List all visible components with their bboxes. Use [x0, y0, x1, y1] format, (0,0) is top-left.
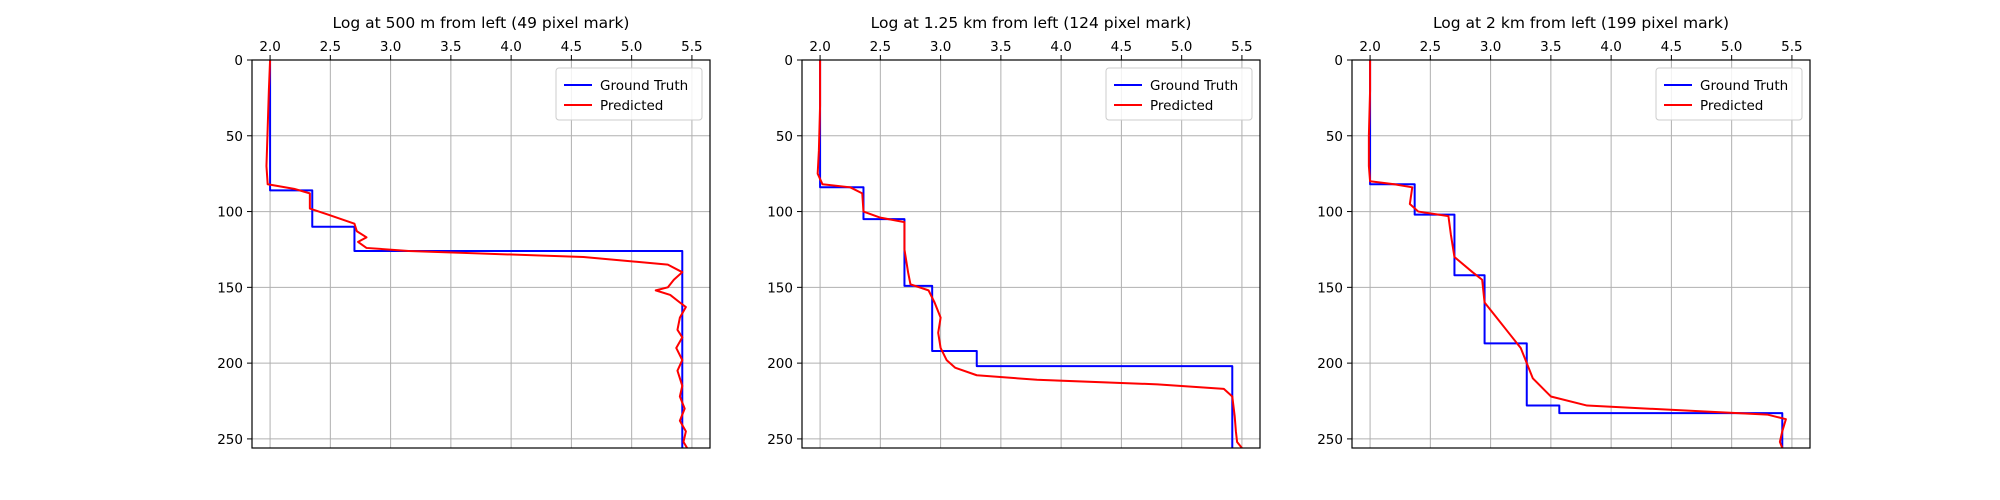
- x-tick-label: 5.0: [1721, 39, 1742, 55]
- legend-label: Ground Truth: [1150, 78, 1238, 94]
- y-tick-label: 0: [234, 53, 243, 69]
- x-tick-label: 3.0: [930, 39, 951, 55]
- legend-label: Predicted: [600, 98, 663, 114]
- series-line-predicted: [265, 60, 688, 448]
- x-tick-label: 4.0: [1600, 39, 1621, 55]
- y-tick-label: 250: [1317, 432, 1343, 448]
- chart-title: Log at 1.25 km from left (124 pixel mark…: [871, 14, 1192, 32]
- y-tick-label: 50: [226, 129, 243, 145]
- series-line-ground-truth: [1369, 60, 1784, 448]
- y-tick-label: 150: [217, 280, 243, 296]
- axes-frame: [1351, 59, 1811, 449]
- series-line-ground-truth: [269, 60, 684, 448]
- legend-label: Predicted: [1150, 98, 1213, 114]
- x-tick-label: 2.0: [809, 39, 830, 55]
- y-tick-label: 50: [1326, 129, 1343, 145]
- chart-title: Log at 500 m from left (49 pixel mark): [333, 14, 630, 32]
- y-tick-label: 200: [767, 356, 793, 372]
- y-tick-label: 250: [217, 432, 243, 448]
- legend: Ground Truth Predicted: [555, 67, 703, 121]
- legend-label: Ground Truth: [1700, 78, 1788, 94]
- x-tick-label: 4.5: [561, 39, 582, 55]
- series-line-ground-truth: [819, 60, 1234, 448]
- panel-3: 2.0 2.5 3.0 3.5 4.0 4.5 5.0 5.5 0 50 100 150 200 250 L…: [1317, 14, 1811, 449]
- x-tick-label: 2.5: [1420, 39, 1441, 55]
- axes-frame: [801, 59, 1261, 449]
- legend: Ground Truth Predicted: [1655, 67, 1803, 121]
- y-tick-label: 100: [1317, 205, 1343, 221]
- y-tick-label: 250: [767, 432, 793, 448]
- x-tick-label: 4.5: [1111, 39, 1132, 55]
- x-tick-label: 2.5: [870, 39, 891, 55]
- x-tick-label: 4.0: [500, 39, 521, 55]
- legend: Ground Truth Predicted: [1105, 67, 1253, 121]
- y-tick-label: 200: [217, 356, 243, 372]
- x-tick-label: 3.5: [1540, 39, 1561, 55]
- x-tick-label: 2.5: [320, 39, 341, 55]
- y-tick-label: 100: [767, 205, 793, 221]
- x-tick-label: 3.5: [440, 39, 461, 55]
- x-tick-label: 3.5: [990, 39, 1011, 55]
- y-tick-label: 50: [776, 129, 793, 145]
- x-tick-label: 5.0: [1171, 39, 1192, 55]
- y-tick-label: 200: [1317, 356, 1343, 372]
- y-tick-label: 100: [217, 205, 243, 221]
- series-line-predicted: [1367, 60, 1787, 448]
- x-tick-label: 4.5: [1661, 39, 1682, 55]
- x-tick-label: 5.0: [621, 39, 642, 55]
- x-tick-label: 5.5: [681, 39, 702, 55]
- x-tick-label: 5.5: [1781, 39, 1802, 55]
- x-tick-label: 3.0: [1480, 39, 1501, 55]
- x-tick-label: 3.0: [380, 39, 401, 55]
- y-tick-label: 0: [784, 53, 793, 69]
- legend-label: Predicted: [1700, 98, 1763, 114]
- x-tick-label: 4.0: [1050, 39, 1071, 55]
- x-tick-label: 2.0: [1359, 39, 1380, 55]
- legend-box: [555, 67, 703, 121]
- chart-title: Log at 2 km from left (199 pixel mark): [1433, 14, 1729, 32]
- y-tick-label: 0: [1334, 53, 1343, 69]
- y-tick-label: 150: [1317, 280, 1343, 296]
- legend-box: [1105, 67, 1253, 121]
- panel-2: 2.0 2.5 3.0 3.5 4.0 4.5 5.0 5.5 0 50 100 150 200 250 L…: [767, 14, 1261, 449]
- series-line-predicted: [816, 60, 1243, 448]
- axes-frame: [251, 59, 711, 449]
- legend-box: [1655, 67, 1803, 121]
- x-tick-label: 2.0: [259, 39, 280, 55]
- legend-label: Ground Truth: [600, 78, 688, 94]
- x-tick-label: 5.5: [1231, 39, 1252, 55]
- y-tick-label: 150: [767, 280, 793, 296]
- panel-1: 2.0 2.5 3.0 3.5 4.0 4.5 5.0 5.5 0 50 100 150 200 250 L…: [217, 14, 711, 449]
